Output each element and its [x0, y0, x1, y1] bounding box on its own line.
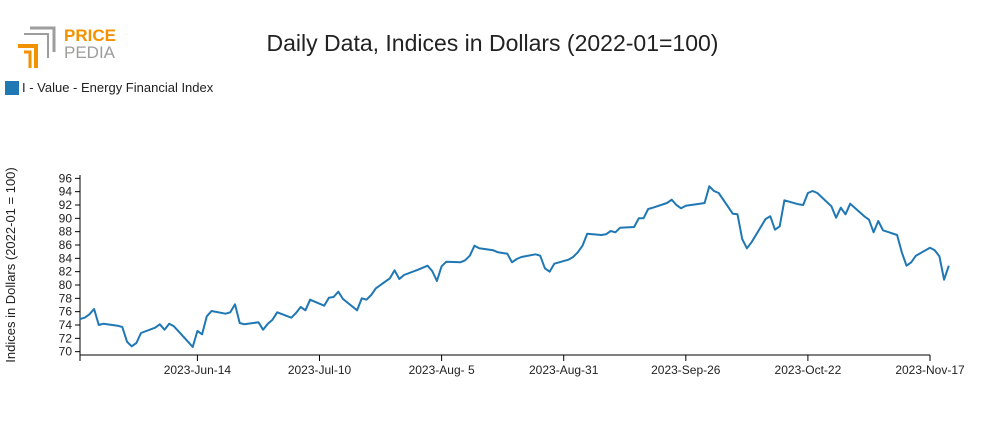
- legend-label: I - Value - Energy Financial Index: [22, 80, 214, 95]
- x-axis: 2023-Jun-14 2023-Jul-10 2023-Aug- 5 2023-Au…: [79, 354, 965, 377]
- y-tick-label: 92: [59, 198, 73, 212]
- x-tick-label: 2023-Aug- 5: [409, 363, 475, 377]
- y-tick-label: 86: [59, 238, 73, 252]
- x-tick-label: 2023-Jul-10: [288, 363, 352, 377]
- x-tick-label: 2023-Aug-31: [529, 363, 599, 377]
- x-tick-label: 2023-Nov-17: [895, 363, 965, 377]
- x-tick-label: 2023-Sep-26: [651, 363, 721, 377]
- y-tick-label: 90: [59, 211, 73, 225]
- x-tick-label: 2023-Jun-14: [164, 363, 232, 377]
- y-tick-label: 76: [59, 305, 73, 319]
- y-tick-label: 74: [59, 318, 73, 332]
- series-layer: [79, 185, 950, 348]
- x-tick-label: 2023-Oct-22: [775, 363, 842, 377]
- pricepedia-logo: PRICE PEDIA: [18, 26, 116, 68]
- y-tick-label: 70: [59, 345, 73, 359]
- y-tick-label: 78: [59, 291, 73, 305]
- legend-swatch: [5, 80, 19, 95]
- y-tick-label: 84: [59, 251, 73, 265]
- y-tick-label: 96: [59, 171, 73, 185]
- series-line: [79, 185, 950, 348]
- y-tick-label: 94: [59, 185, 73, 199]
- legend: I - Value - Energy Financial Index: [5, 80, 213, 95]
- y-tick-label: 88: [59, 225, 73, 239]
- y-tick-label: 80: [59, 278, 73, 292]
- logo-mark-icon: [18, 26, 56, 68]
- chart-title: Daily Data, Indices in Dollars (2022-01=…: [266, 30, 719, 56]
- logo-text-price: PRICE: [64, 26, 116, 45]
- logo-text-pedia: PEDIA: [64, 43, 116, 62]
- y-tick-label: 72: [59, 331, 73, 345]
- y-tick-label: 82: [59, 265, 73, 279]
- y-axis-label: Indices in Dollars (2022-01 = 100): [3, 167, 18, 362]
